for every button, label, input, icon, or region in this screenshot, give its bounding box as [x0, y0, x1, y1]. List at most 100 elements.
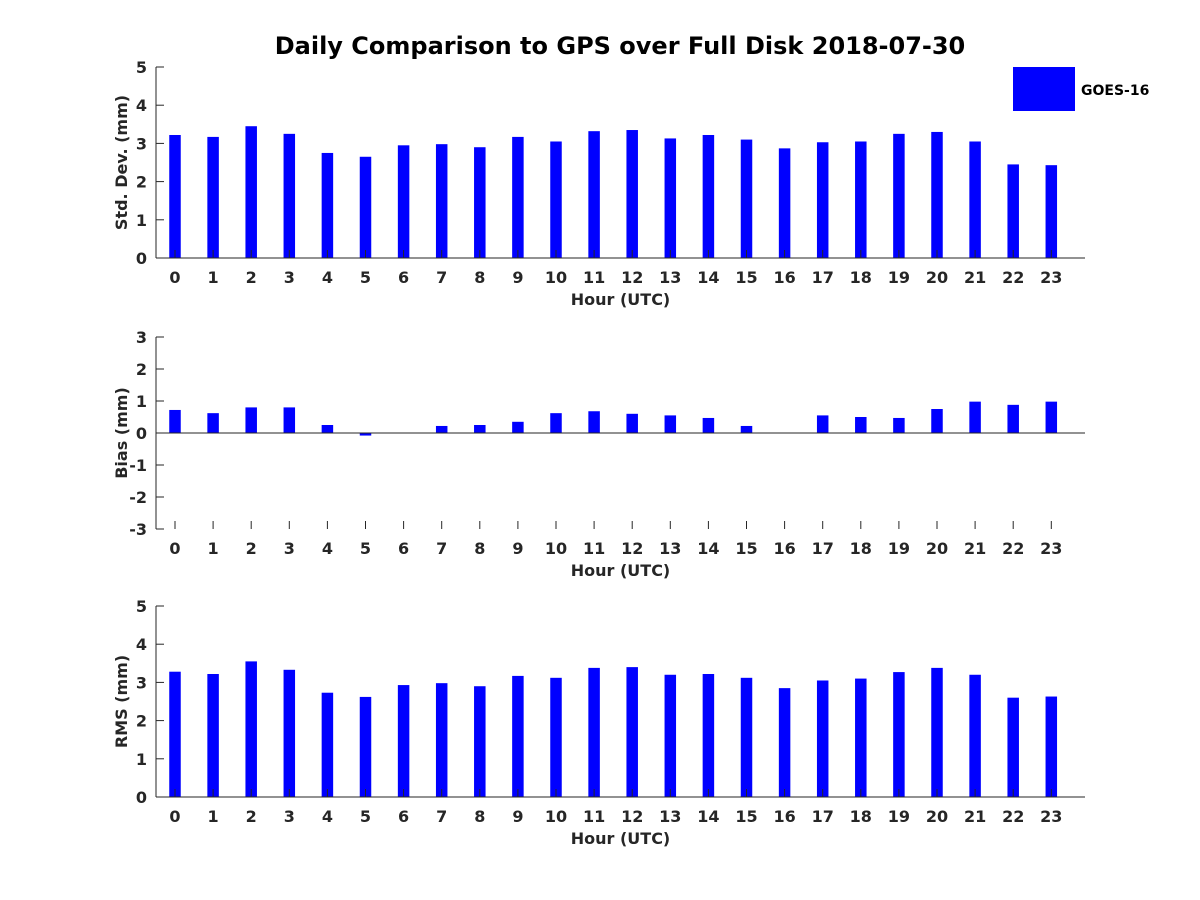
- x-tick-label: 19: [888, 539, 910, 558]
- bar-bias-21: [969, 401, 981, 433]
- bar-std-dev-17: [816, 142, 829, 258]
- x-tick-label: 4: [322, 807, 333, 826]
- x-tick-label: 15: [735, 807, 757, 826]
- bar-rms-2: [245, 661, 257, 797]
- bar-rms-8: [474, 686, 486, 797]
- bar-rms-10: [550, 677, 562, 797]
- bar-rms-13: [664, 674, 677, 797]
- x-tick-label: 5: [360, 268, 371, 287]
- x-tick-label: 5: [360, 539, 371, 558]
- bar-std-dev-4: [321, 152, 334, 258]
- bar-std-dev-19: [893, 133, 905, 258]
- y-tick-label: 1: [136, 392, 147, 411]
- bar-rms-22: [1007, 697, 1019, 797]
- bar-rms-12: [626, 667, 638, 797]
- bar-rms-20: [931, 667, 943, 797]
- x-tick-label: 6: [398, 268, 409, 287]
- y-tick-label: 1: [136, 750, 147, 769]
- x-tick-label: 12: [621, 807, 643, 826]
- x-tick-label: 0: [169, 539, 180, 558]
- x-tick-label: 13: [659, 807, 681, 826]
- bar-bias-13: [664, 415, 677, 433]
- bar-bias-15: [740, 425, 753, 433]
- x-tick-label: 22: [1002, 539, 1024, 558]
- x-tick-label: 16: [773, 268, 795, 287]
- x-tick-label: 20: [926, 539, 948, 558]
- x-tick-label: 6: [398, 807, 409, 826]
- x-tick-label: 3: [284, 268, 295, 287]
- x-tick-label: 2: [246, 268, 257, 287]
- bar-bias-0: [169, 409, 181, 433]
- y-tick-label: 1: [136, 211, 147, 230]
- bar-rms-19: [893, 672, 905, 797]
- x-tick-label: 2: [246, 539, 257, 558]
- bar-std-dev-7: [435, 144, 448, 258]
- bar-rms-3: [283, 669, 296, 797]
- bar-rms-1: [207, 673, 219, 797]
- bar-std-dev-8: [474, 147, 486, 258]
- bar-bias-4: [321, 425, 334, 433]
- x-tick-label: 7: [436, 268, 447, 287]
- y-tick-label: 0: [136, 788, 147, 807]
- x-tick-label: 0: [169, 807, 180, 826]
- y-tick-label: 5: [136, 58, 147, 77]
- x-tick-label: 18: [850, 268, 872, 287]
- bar-rms-11: [588, 667, 600, 797]
- bar-rms-16: [778, 688, 791, 797]
- y-tick-label: 2: [136, 360, 147, 379]
- bar-std-dev-13: [664, 138, 677, 258]
- bar-bias-14: [702, 417, 715, 433]
- x-tick-label: 6: [398, 539, 409, 558]
- y-tick-label: 5: [136, 597, 147, 616]
- x-tick-label: 15: [735, 268, 757, 287]
- y-tick-label: 3: [136, 134, 147, 153]
- bar-rms-0: [169, 671, 181, 797]
- chart-title: Daily Comparison to GPS over Full Disk 2…: [275, 32, 966, 60]
- x-tick-label: 17: [812, 268, 834, 287]
- bar-rms-21: [969, 674, 981, 797]
- y-tick-label: 0: [136, 249, 147, 268]
- x-tick-label: 11: [583, 539, 605, 558]
- x-tick-label: 23: [1040, 539, 1062, 558]
- bar-rms-15: [740, 677, 753, 797]
- bar-bias-10: [550, 413, 562, 433]
- legend-label: GOES-16: [1081, 83, 1149, 99]
- bar-std-dev-14: [702, 134, 715, 258]
- x-tick-label: 14: [697, 807, 719, 826]
- y-tick-label: 2: [136, 173, 147, 192]
- x-tick-label: 11: [583, 268, 605, 287]
- bar-std-dev-2: [245, 126, 257, 259]
- x-tick-label: 5: [360, 807, 371, 826]
- bar-bias-22: [1007, 404, 1019, 433]
- x-axis-label: Hour (UTC): [571, 561, 671, 580]
- x-tick-label: 21: [964, 807, 986, 826]
- bar-std-dev-20: [931, 131, 943, 258]
- x-tick-label: 9: [512, 807, 523, 826]
- x-tick-label: 22: [1002, 807, 1024, 826]
- x-tick-label: 1: [208, 268, 219, 287]
- y-tick-label: 4: [136, 96, 147, 115]
- x-tick-label: 17: [812, 539, 834, 558]
- bar-std-dev-0: [169, 134, 181, 258]
- x-tick-label: 9: [512, 539, 523, 558]
- bar-std-dev-1: [207, 136, 219, 258]
- y-tick-label: -2: [129, 488, 147, 507]
- bar-std-dev-22: [1007, 164, 1019, 258]
- bar-std-dev-10: [550, 141, 562, 258]
- x-tick-label: 1: [208, 539, 219, 558]
- x-axis-label: Hour (UTC): [571, 829, 671, 848]
- x-tick-label: 15: [735, 539, 757, 558]
- bar-rms-9: [512, 675, 524, 797]
- y-tick-label: -3: [129, 520, 147, 539]
- bar-bias-12: [626, 413, 638, 433]
- x-tick-label: 10: [545, 268, 567, 287]
- bar-bias-11: [588, 411, 600, 433]
- x-tick-label: 18: [850, 807, 872, 826]
- bar-bias-17: [816, 415, 829, 433]
- bar-rms-18: [855, 678, 867, 797]
- x-tick-label: 8: [474, 539, 485, 558]
- x-tick-label: 8: [474, 268, 485, 287]
